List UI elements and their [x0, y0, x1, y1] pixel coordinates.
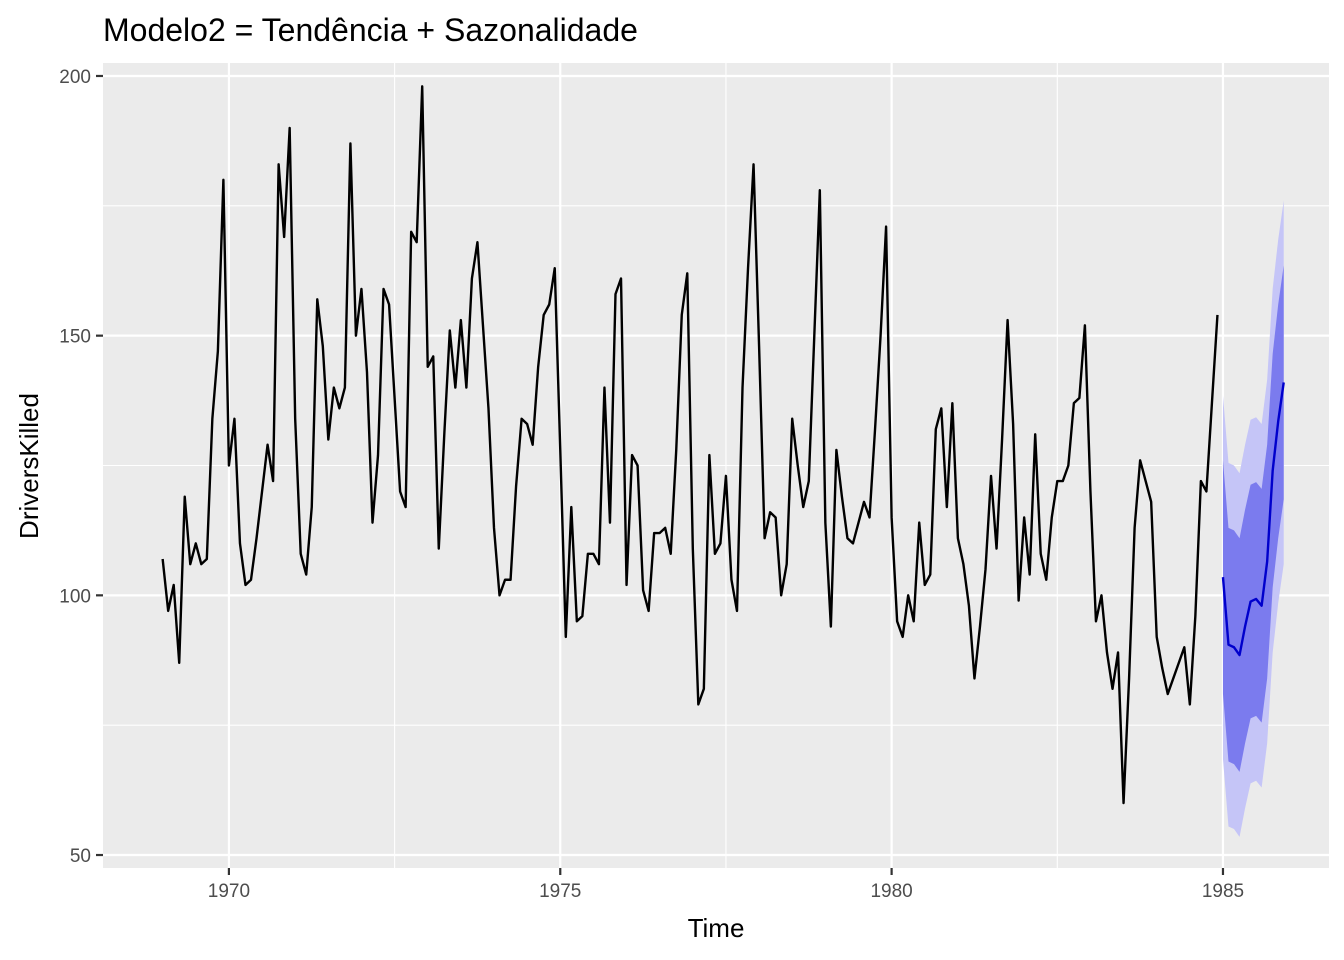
y-tick-label: 100	[59, 586, 91, 607]
y-axis-title: DriversKilled	[14, 393, 44, 539]
x-tick-label: 1975	[539, 881, 581, 902]
y-tick-label: 50	[70, 846, 91, 867]
chart-title: Modelo2 = Tendência + Sazonalidade	[103, 12, 638, 48]
forecast-80-interval	[1222, 265, 1284, 772]
x-axis-ticks: 1970 1975 1980 1985	[208, 868, 1244, 902]
major-gridlines	[103, 63, 1329, 868]
x-tick-label: 1985	[1202, 881, 1244, 902]
x-tick-label: 1980	[870, 881, 912, 902]
forecast-intervals	[1222, 200, 1284, 837]
y-tick-label: 150	[59, 327, 91, 348]
minor-gridlines	[103, 63, 1329, 868]
y-tick-label: 200	[59, 67, 91, 88]
observed-line	[161, 85, 1219, 805]
y-axis-ticks: 50 100 150 200	[59, 67, 103, 867]
forecast-line	[1221, 382, 1285, 657]
x-axis-title: Time	[688, 913, 745, 943]
series-lines	[161, 85, 1285, 805]
x-tick-label: 1970	[208, 881, 250, 902]
